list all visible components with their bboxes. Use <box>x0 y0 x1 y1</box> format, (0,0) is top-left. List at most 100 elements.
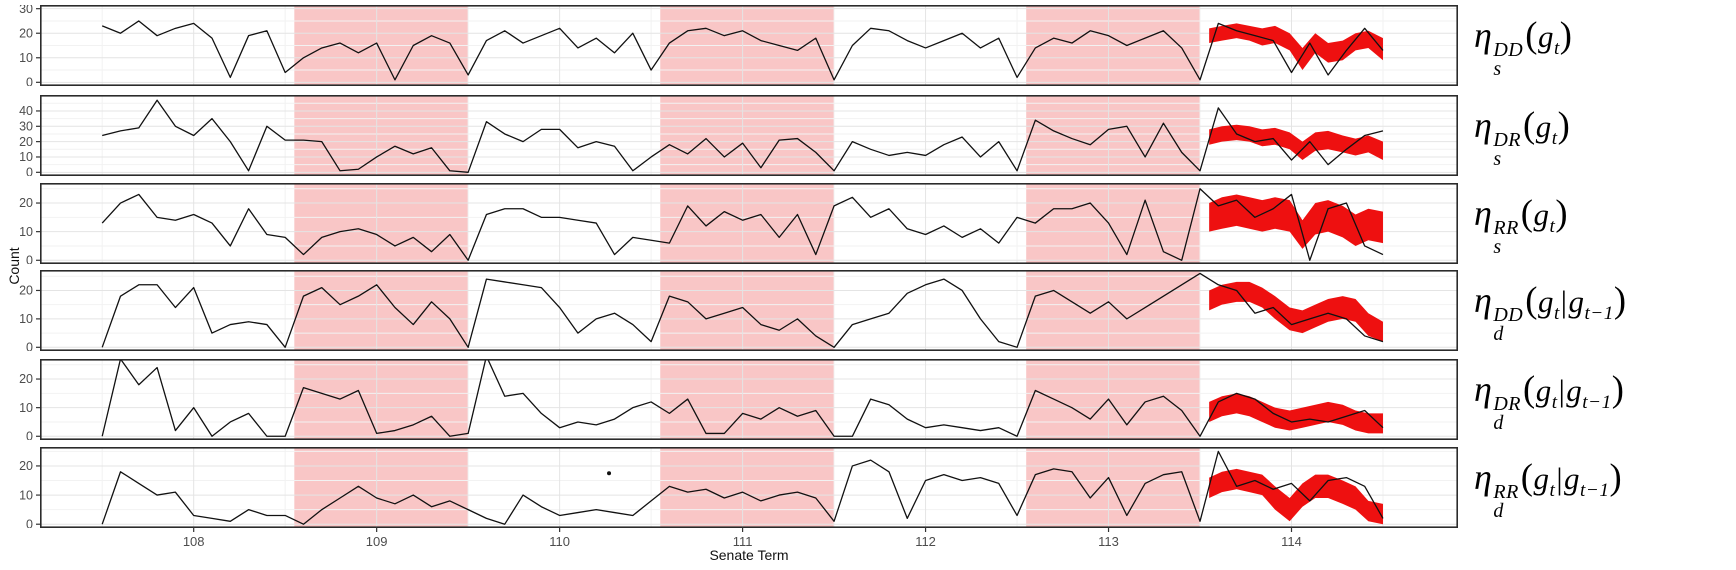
paren-open: ( <box>1520 455 1534 497</box>
conditional-bar: | <box>1558 372 1566 408</box>
term-shading-band <box>294 270 469 351</box>
superscript: RR <box>1493 480 1519 503</box>
panel-border <box>39 270 1459 351</box>
paren-open: ( <box>1520 191 1534 233</box>
term-shading-band <box>294 447 469 528</box>
term-shading-band <box>660 447 835 528</box>
panel-eta-d-DR-plot: 0 10 20 <box>19 359 1459 440</box>
paren-open: ( <box>1525 13 1538 55</box>
panel-border <box>39 359 1459 440</box>
x-axis: 108 109 110 111 112 113 114 <box>0 527 1460 570</box>
x-tick-label: 110 <box>549 534 570 549</box>
y-tick-label: 20 <box>19 26 33 40</box>
eta-symbol: η <box>1474 14 1493 55</box>
subscript: d <box>1493 411 1504 434</box>
eta-symbol: η <box>1474 192 1493 233</box>
supsub-stack: DR d <box>1493 392 1522 434</box>
term-shading-band <box>1026 183 1201 264</box>
arg-subscript: t−1 <box>1584 302 1614 324</box>
arg-subscript: t <box>1553 37 1560 59</box>
y-tick-label: 10 <box>19 51 33 65</box>
arg-variable: g <box>1537 18 1554 54</box>
y-tick-label: 10 <box>19 488 33 502</box>
arg-variable: g <box>1535 372 1552 408</box>
y-tick-label: 10 <box>19 225 33 239</box>
y-tick-label: 0 <box>26 429 33 440</box>
superscript: DD <box>1493 303 1524 326</box>
supsub-stack: DD s <box>1493 38 1524 80</box>
eta-symbol: η <box>1474 279 1493 320</box>
arg-variable: g <box>1564 460 1581 496</box>
x-tick-label: 111 <box>733 534 753 549</box>
y-tick-label: 0 <box>26 253 33 264</box>
y-tick-label: 0 <box>26 341 33 351</box>
supsub-stack: RR s <box>1493 216 1519 258</box>
count-series-line <box>102 99 1384 173</box>
paren-open: ( <box>1525 278 1538 320</box>
facet-label-eta-s-DR: η DR s (gt) <box>1474 103 1570 169</box>
arg-subscript: t <box>1549 215 1556 237</box>
facet-label-eta-s-DD: η DD s (gt) <box>1474 13 1572 79</box>
y-tick-label: 10 <box>19 312 33 326</box>
paren-close: ) <box>1613 278 1627 320</box>
superscript: RR <box>1493 216 1519 239</box>
subscript: s <box>1493 57 1502 80</box>
superscript: DR <box>1493 392 1522 415</box>
paren-close: ) <box>1555 191 1569 233</box>
arg-variable: g <box>1568 283 1585 319</box>
y-tick-label: 30 <box>19 5 33 16</box>
y-tick-label: 0 <box>26 166 33 176</box>
paren-open: ( <box>1523 103 1536 145</box>
panel-eta-s-RR-plot: 0 10 20 <box>19 183 1459 264</box>
paren-open: ( <box>1523 367 1536 409</box>
x-tick-label: 114 <box>1281 534 1302 549</box>
supsub-stack: RR d <box>1493 480 1519 522</box>
term-shading-band <box>660 359 835 440</box>
term-shading-band <box>660 270 835 351</box>
x-axis-title: Senate Term <box>709 547 789 563</box>
panel-eta-d-RR-plot: 0 10 20 <box>19 447 1459 528</box>
facet-label-eta-d-DR: η DR d (gt|gt−1) <box>1474 367 1624 433</box>
paren-close: ) <box>1557 103 1571 145</box>
term-shading-band <box>660 183 835 264</box>
conditional-bar: | <box>1556 460 1564 496</box>
y-tick-label: 0 <box>26 517 33 528</box>
x-tick-label: 113 <box>1098 534 1119 549</box>
y-tick-label: 30 <box>19 119 33 133</box>
panel-border <box>39 183 1459 264</box>
x-tick-label: 108 <box>183 534 205 549</box>
forecast-ribbon <box>1209 124 1383 161</box>
subscript: d <box>1493 499 1504 522</box>
y-tick-label: 20 <box>19 284 33 298</box>
supsub-stack: DD d <box>1493 303 1524 345</box>
count-series-line <box>101 20 1384 81</box>
y-tick-label: 10 <box>19 401 33 415</box>
eta-symbol: η <box>1474 104 1493 145</box>
y-tick-label: 40 <box>19 104 33 118</box>
facet-label-eta-s-RR: η RR s (gt) <box>1474 191 1568 257</box>
x-tick-label: 109 <box>366 534 388 549</box>
eta-symbol: η <box>1474 368 1493 409</box>
subscript: d <box>1493 322 1504 345</box>
arg-variable: g <box>1533 196 1550 232</box>
term-shading-band <box>660 95 835 176</box>
y-tick-label: 20 <box>19 372 33 386</box>
term-shading-band <box>1026 270 1201 351</box>
count-series-line <box>101 272 1384 348</box>
subscript: s <box>1493 235 1502 258</box>
arg-subscript: t <box>1551 127 1558 149</box>
arg-subscript: t <box>1553 302 1560 324</box>
superscript: DD <box>1493 38 1524 61</box>
y-tick-label: 10 <box>19 150 33 164</box>
term-shading-band <box>294 183 469 264</box>
forecast-ribbon <box>1209 281 1383 342</box>
eta-symbol: η <box>1474 456 1493 497</box>
y-tick-label: 20 <box>19 459 33 473</box>
count-series-line <box>101 359 1384 437</box>
facet-label-eta-d-RR: η RR d (gt|gt−1) <box>1474 455 1622 521</box>
arg-subscript: t−1 <box>1580 479 1610 501</box>
arg-variable: g <box>1535 108 1552 144</box>
superscript: DR <box>1493 128 1522 151</box>
